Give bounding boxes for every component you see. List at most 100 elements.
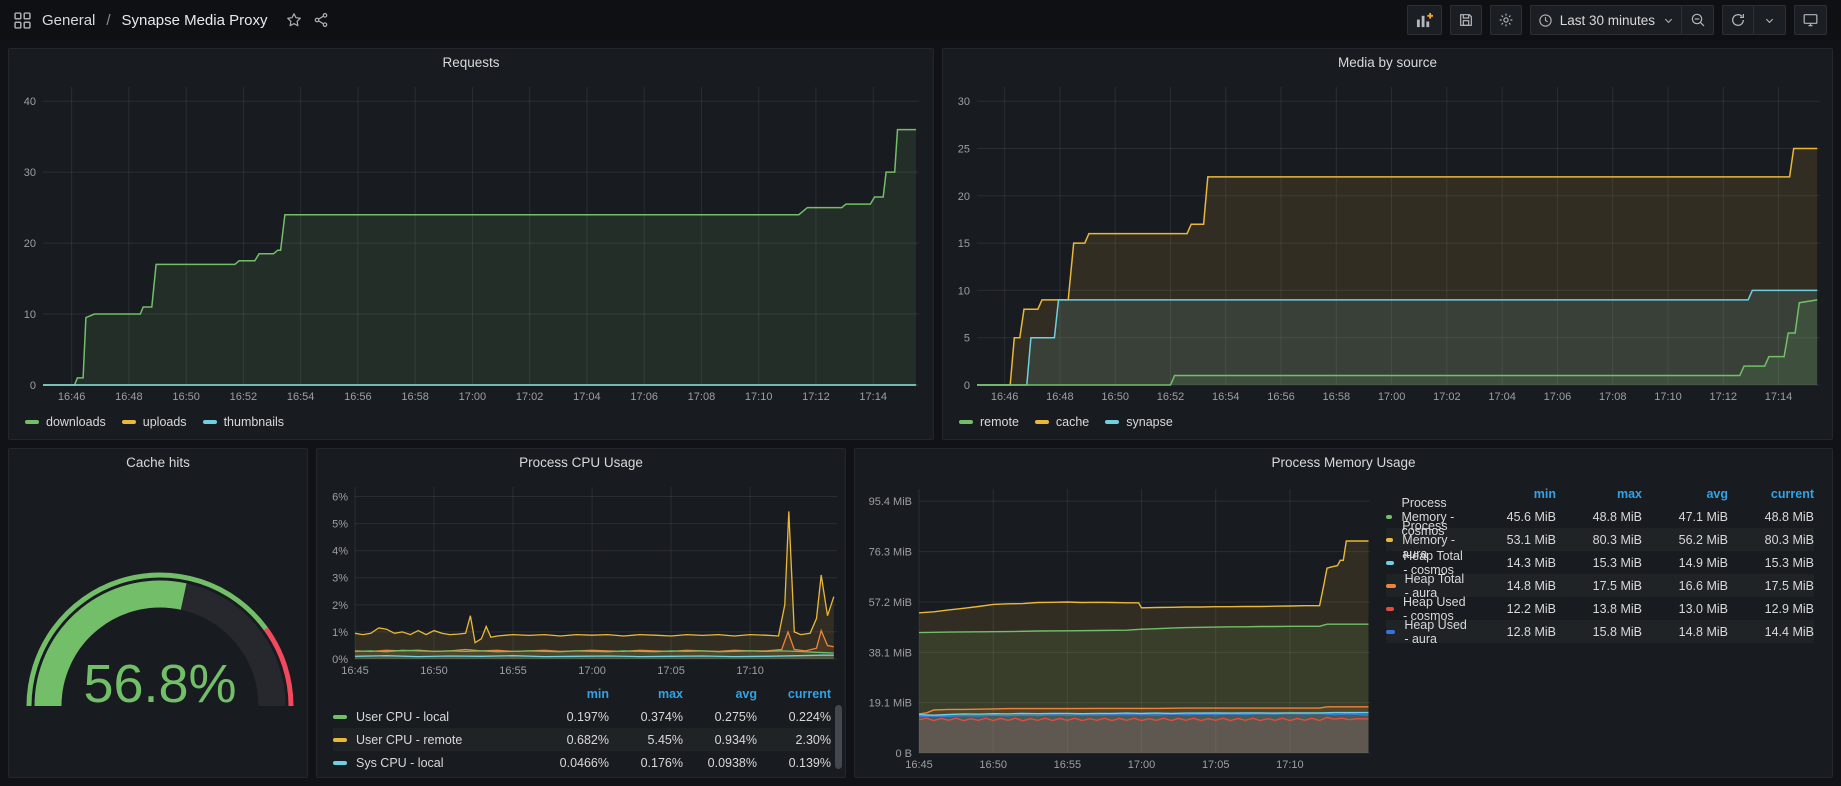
legend-value: 56.2 MiB xyxy=(1678,532,1728,547)
memory-plot[interactable]: 16:45 16:50 16:55 17:00 17:05 17:10 0 B 19.1 Mi… xyxy=(855,475,1380,775)
y-tick-label: 6% xyxy=(332,491,348,503)
legend-swatch xyxy=(1386,514,1393,519)
panel-memory-usage: Process Memory Usage 16:45 16:50 16:55 17:0… xyxy=(854,448,1833,778)
time-range-label: Last 30 minutes xyxy=(1559,12,1655,28)
legend-label: thumbnails xyxy=(223,415,285,429)
legend-value: 0.197% xyxy=(566,709,609,724)
x-tick-label: 17:08 xyxy=(1599,391,1627,403)
legend-item-uploads[interactable]: uploads xyxy=(121,415,187,429)
legend-series-toggle[interactable]: Process Memory - aura xyxy=(1386,519,1470,561)
dashboard-settings-button[interactable] xyxy=(1489,5,1522,35)
legend-series-toggle[interactable]: Heap Total - cosmos xyxy=(1386,549,1470,577)
save-dashboard-button[interactable] xyxy=(1449,5,1482,35)
panel-title-media[interactable]: Media by source xyxy=(1337,54,1438,70)
legend-sort-avg[interactable]: avg xyxy=(1706,487,1728,501)
media-chart[interactable]: 16:46 16:48 16:50 16:52 16:54 16:56 16:58 17:00… xyxy=(943,75,1832,409)
requests-chart[interactable]: 16:46 16:48 16:50 16:52 16:54 16:56 16:58 17:00… xyxy=(9,75,933,409)
legend-label: Process Memory - aura xyxy=(1402,518,1456,561)
legend-scrollbar[interactable] xyxy=(835,705,842,769)
x-tick-label: 16:54 xyxy=(287,391,315,403)
legend-item-thumbnails[interactable]: thumbnails xyxy=(202,415,285,429)
legend-series-toggle[interactable]: User CPU - remote xyxy=(333,733,535,747)
legend-series-toggle[interactable]: User CPU - local xyxy=(333,710,535,724)
x-tick-label: 17:00 xyxy=(1378,391,1406,403)
legend-label: Sys CPU - local xyxy=(356,755,444,770)
star-icon[interactable] xyxy=(286,12,302,28)
y-tick-label: 10 xyxy=(24,309,36,321)
legend-item-cache[interactable]: cache xyxy=(1034,415,1089,429)
legend-sort-current[interactable]: current xyxy=(1770,487,1814,501)
legend-value: 12.8 MiB xyxy=(1506,624,1556,639)
legend-value: 2.30% xyxy=(795,732,831,747)
panel-title-cpu[interactable]: Process CPU Usage xyxy=(519,454,643,470)
legend-sort-avg[interactable]: avg xyxy=(735,687,757,701)
legend-value: 12.2 MiB xyxy=(1506,601,1556,616)
y-tick-label: 4% xyxy=(332,546,348,558)
share-icon[interactable] xyxy=(313,12,329,28)
legend-value: 12.9 MiB xyxy=(1764,601,1814,616)
dashboard-title[interactable]: Synapse Media Proxy xyxy=(121,11,268,29)
legend-sort-min[interactable]: min xyxy=(586,687,609,701)
legend-value: 48.8 MiB xyxy=(1764,509,1814,524)
y-tick-label: 0 B xyxy=(895,748,912,760)
panel-cpu-usage: Process CPU Usage 16:45 16:50 16:55 17:00 17… xyxy=(316,448,846,778)
x-tick-label: 16:48 xyxy=(115,391,143,403)
legend-label: downloads xyxy=(46,415,106,429)
time-range-picker[interactable]: Last 30 minutes xyxy=(1529,5,1682,35)
legend-swatch xyxy=(1386,583,1396,588)
legend-sort-min[interactable]: min xyxy=(1533,487,1556,501)
memory-chart[interactable]: 16:45 16:50 16:55 17:00 17:05 17:10 0 B 19.1 Mi… xyxy=(855,475,1380,775)
legend-item-downloads[interactable]: downloads xyxy=(25,415,106,429)
media-plot[interactable]: 16:46 16:48 16:50 16:52 16:54 16:56 16:58 17:00… xyxy=(943,75,1832,409)
legend-row: User CPU - local 0.197% 0.374% 0.275% 0.224% xyxy=(333,705,831,728)
legend-series-toggle[interactable]: Heap Used - cosmos xyxy=(1386,595,1470,623)
legend-value: 16.6 MiB xyxy=(1678,578,1728,593)
panel-title-requests[interactable]: Requests xyxy=(442,54,500,70)
x-tick-label: 17:14 xyxy=(1765,391,1793,403)
y-tick-label: 30 xyxy=(958,96,970,108)
panel-media-by-source: Media by source 16:46 16:48 16:50 16:52 16:5… xyxy=(942,48,1833,440)
legend-item-remote[interactable]: remote xyxy=(959,415,1019,429)
legend-sort-current[interactable]: current xyxy=(787,687,831,701)
panel-title-memory[interactable]: Process Memory Usage xyxy=(1271,454,1416,470)
legend-value: 15.3 MiB xyxy=(1764,555,1814,570)
legend-item-synapse[interactable]: synapse xyxy=(1105,415,1173,429)
legend-series-toggle[interactable]: Heap Used - aura xyxy=(1386,618,1470,646)
cpu-chart[interactable]: 16:45 16:50 16:55 17:00 17:05 17:10 0% 1% 2% 3% 4%… xyxy=(317,475,845,681)
x-tick-label: 17:12 xyxy=(802,391,830,403)
apps-grid-icon[interactable] xyxy=(14,11,31,29)
legend-value: 14.8 MiB xyxy=(1678,624,1728,639)
legend-series-toggle[interactable]: Heap Total - aura xyxy=(1386,572,1470,600)
x-tick-label: 16:52 xyxy=(230,391,258,403)
series-Process Memory - cosmos xyxy=(918,623,1369,634)
legend-row: Heap Total - cosmos 14.3 MiB 15.3 MiB 14.9 … xyxy=(1386,549,1814,577)
legend-series-toggle[interactable]: Sys CPU - local xyxy=(333,756,535,770)
refresh-button[interactable] xyxy=(1722,5,1754,35)
legend-series-toggle[interactable]: Process Memory - cosmos xyxy=(1386,496,1470,538)
legend-label: Process Memory - cosmos xyxy=(1401,495,1455,538)
zoom-out-time-button[interactable] xyxy=(1682,5,1714,35)
legend-label: Heap Used - cosmos xyxy=(1403,594,1466,623)
add-panel-button[interactable] xyxy=(1406,5,1442,35)
legend-swatch xyxy=(121,420,136,424)
legend-table-header: min max avg current xyxy=(1386,483,1814,505)
breadcrumb-section[interactable]: General xyxy=(42,11,96,29)
x-tick-label: 16:55 xyxy=(1054,759,1082,771)
y-tick-label: 0 xyxy=(30,380,36,392)
cpu-plot[interactable]: 16:45 16:50 16:55 17:00 17:05 17:10 0% 1% 2% 3% 4%… xyxy=(317,475,845,681)
panel-title-cache-hits[interactable]: Cache hits xyxy=(126,454,190,470)
requests-legend: downloads uploads thumbnails xyxy=(9,409,933,435)
x-tick-label: 17:06 xyxy=(630,391,658,403)
requests-plot[interactable]: 16:46 16:48 16:50 16:52 16:54 16:56 16:58 17:00… xyxy=(9,75,933,409)
x-tick-label: 16:54 xyxy=(1212,391,1240,403)
x-tick-label: 16:55 xyxy=(499,665,527,677)
legend-sort-max[interactable]: max xyxy=(1616,487,1642,501)
series-synapse xyxy=(977,289,1818,386)
legend-sort-max[interactable]: max xyxy=(657,687,683,701)
legend-label: remote xyxy=(980,415,1019,429)
refresh-interval-dropdown[interactable] xyxy=(1754,5,1786,35)
legend-swatch xyxy=(333,714,347,719)
x-tick-label: 16:50 xyxy=(172,391,200,403)
cycle-view-mode-button[interactable] xyxy=(1794,5,1827,35)
legend-swatch xyxy=(25,420,39,424)
